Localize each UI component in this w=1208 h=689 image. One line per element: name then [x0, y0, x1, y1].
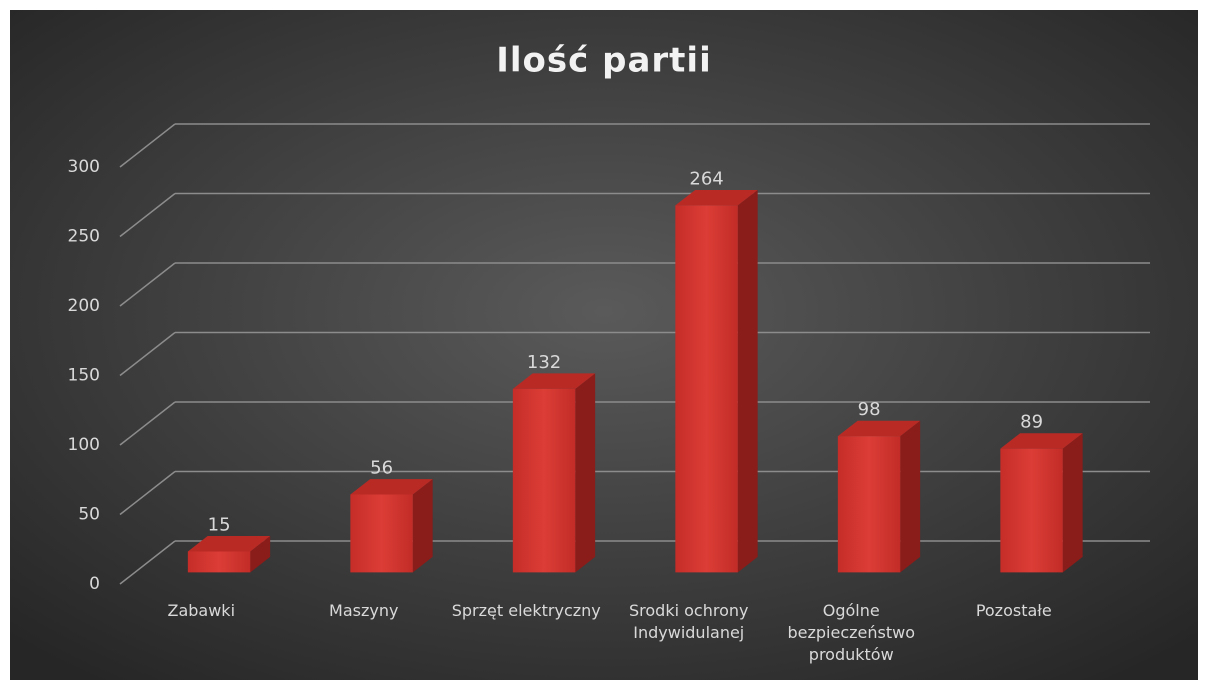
bar-side: [737, 189, 758, 573]
data-label: 98: [858, 399, 881, 420]
bar-top: [837, 420, 921, 437]
data-label: 56: [370, 458, 393, 479]
bar-front: [675, 205, 738, 573]
x-tick-label: Sprzęt elektryczny: [451, 601, 601, 620]
bar-side: [412, 479, 433, 573]
chart-background: [10, 10, 1198, 680]
y-tick-label: 150: [68, 366, 100, 386]
chart-title: Ilość partii: [496, 41, 712, 81]
bar: [837, 420, 921, 573]
data-label: 89: [1020, 412, 1043, 433]
grid-line-side: [119, 192, 176, 238]
bar-side: [250, 536, 271, 573]
x-tick-label: Zabawki: [167, 601, 236, 620]
y-tick-label: 200: [68, 296, 100, 316]
y-tick-label: 250: [68, 227, 100, 247]
bar-top: [187, 536, 271, 552]
data-label: 15: [208, 515, 231, 536]
grid-line-side: [119, 331, 176, 377]
x-tick-label: Ogólne bezpieczeństwo produktów: [787, 601, 915, 664]
y-tick-label: 100: [68, 435, 100, 455]
bar-front: [187, 551, 251, 573]
bar-front: [350, 494, 413, 573]
bar-side: [900, 420, 921, 573]
x-tick-label: Maszyny: [329, 601, 399, 620]
bar: [1000, 433, 1083, 573]
grid-line-side: [119, 401, 176, 446]
grid-line-side: [119, 470, 176, 516]
bar-front: [837, 436, 901, 573]
x-tick-label: Srodki ochrony Indywidulanej: [629, 601, 749, 642]
bar: [675, 189, 758, 573]
bar-top: [350, 479, 433, 495]
bar: [350, 479, 433, 573]
grid-line-side: [119, 540, 176, 585]
bar-top: [675, 189, 758, 206]
bar-front: [1000, 448, 1063, 573]
bar-top: [1000, 433, 1083, 449]
grid-line-side: [119, 262, 176, 307]
data-label: 132: [527, 352, 561, 373]
y-tick-label: 0: [89, 574, 100, 594]
bar-side: [575, 373, 596, 573]
y-tick-label: 50: [78, 505, 100, 525]
grid-line-side: [119, 123, 176, 168]
bar: [187, 536, 271, 573]
bar-front: [512, 388, 576, 573]
x-tick-label: Pozostałe: [975, 601, 1052, 620]
y-tick-label: 300: [68, 157, 100, 177]
data-label: 264: [689, 168, 723, 189]
bar-side: [1062, 433, 1083, 573]
bar-top: [512, 373, 596, 389]
bar: [512, 373, 596, 573]
